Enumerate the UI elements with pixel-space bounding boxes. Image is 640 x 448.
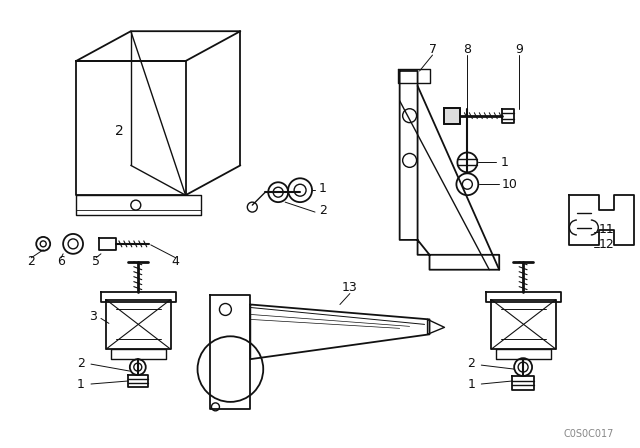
Text: 8: 8 — [463, 43, 471, 56]
Polygon shape — [444, 108, 460, 124]
Text: 1: 1 — [500, 156, 508, 169]
Text: 5: 5 — [92, 255, 100, 268]
Text: 11: 11 — [599, 224, 614, 237]
Text: 2: 2 — [467, 357, 476, 370]
Text: 2: 2 — [28, 255, 35, 268]
Text: 3: 3 — [89, 310, 97, 323]
Text: 1: 1 — [467, 378, 476, 391]
Text: 10: 10 — [501, 178, 517, 191]
Text: 1: 1 — [77, 378, 85, 391]
Text: 7: 7 — [429, 43, 436, 56]
Text: 13: 13 — [342, 281, 358, 294]
Text: 2: 2 — [115, 124, 124, 138]
Text: C0S0C017: C0S0C017 — [564, 429, 614, 439]
Text: 1: 1 — [319, 182, 327, 195]
Text: 2: 2 — [319, 203, 327, 216]
Text: 9: 9 — [515, 43, 523, 56]
Text: 4: 4 — [172, 255, 180, 268]
Text: 2: 2 — [77, 357, 85, 370]
Text: 12: 12 — [599, 238, 614, 251]
Text: 6: 6 — [57, 255, 65, 268]
